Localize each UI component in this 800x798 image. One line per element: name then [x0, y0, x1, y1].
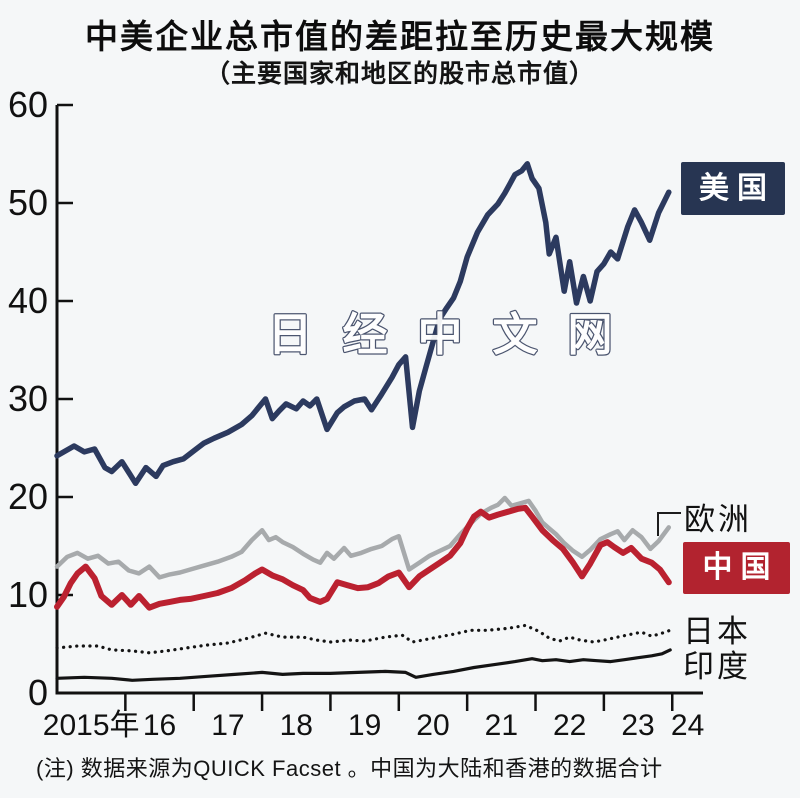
- x-tick-label: 24: [671, 709, 704, 742]
- europe-label-connector: [657, 512, 681, 536]
- y-tick-label: 10: [8, 574, 48, 615]
- line-japan: [55, 623, 672, 655]
- y-tick-label: 40: [8, 280, 48, 321]
- series-label-europe: 欧洲: [684, 502, 752, 537]
- y-tick-label: 0: [28, 672, 48, 713]
- x-tick-label: 2015年: [43, 709, 140, 742]
- y-tick-label: 30: [8, 378, 48, 419]
- x-tick-label: 18: [280, 709, 313, 742]
- series-label-us: 美国: [681, 162, 785, 215]
- watermark: 日经中文网: [267, 309, 642, 360]
- x-tick-label: 16: [143, 709, 176, 742]
- chart-subtitle: （主要国家和地区的股市总市值）: [204, 60, 595, 88]
- x-tick-label: 19: [348, 709, 381, 742]
- x-tick-label: 17: [211, 709, 244, 742]
- line-india: [55, 648, 672, 682]
- x-tick-label: 22: [553, 709, 586, 742]
- line-europe: [54, 495, 672, 580]
- x-tick-label: 23: [621, 709, 654, 742]
- source-note: (注) 数据来源为QUICK Facset 。中国为大陆和香港的数据合计: [36, 756, 663, 781]
- x-tick-label: 20: [416, 709, 449, 742]
- line-us: [54, 161, 672, 487]
- chart-title: 中美企业总市值的差距拉至历史最大规模: [85, 18, 715, 55]
- line-china: [54, 504, 672, 611]
- series-label-china: 中国: [683, 542, 790, 594]
- y-tick-label: 20: [8, 476, 48, 517]
- x-tick-label: 21: [485, 709, 518, 742]
- series-label-india: 印度: [683, 649, 751, 684]
- y-tick-label: 60: [8, 84, 48, 125]
- series-label-japan: 日本: [683, 614, 751, 649]
- y-tick-label: 50: [8, 182, 48, 223]
- plot-area: 0 10 20 30 40 50 60 2015年 16 17 18 19 20 21 22 23 24: [8, 84, 704, 742]
